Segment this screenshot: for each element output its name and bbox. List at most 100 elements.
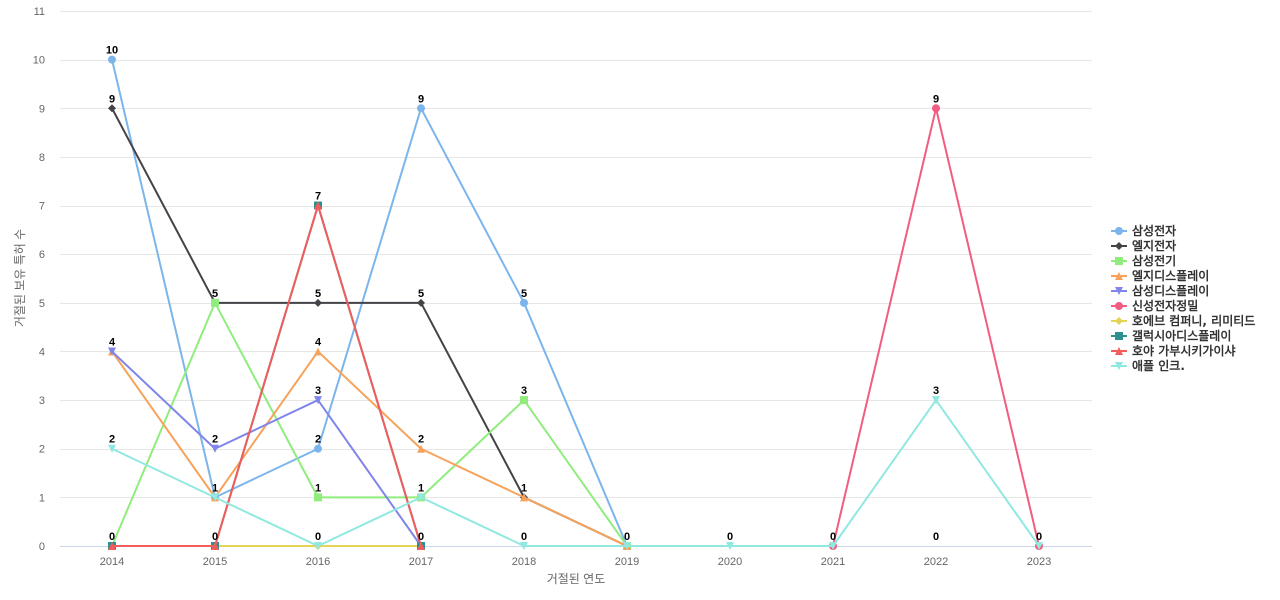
data-point xyxy=(417,542,425,550)
legend-item[interactable]: 엘지디스플레이 xyxy=(1111,268,1209,283)
data-point xyxy=(108,347,116,356)
legend-marker xyxy=(1115,287,1123,295)
data-point xyxy=(314,444,322,453)
series-9 xyxy=(108,396,1043,550)
legend-item[interactable]: 호에브 컴퍼니, 리미티드 xyxy=(1111,313,1255,328)
data-label: 2 xyxy=(315,434,321,446)
data-point xyxy=(314,542,322,550)
y-tick-label: 10 xyxy=(33,55,45,67)
legend-item[interactable]: 애플 인크. xyxy=(1111,358,1185,373)
data-point xyxy=(417,298,425,307)
legend-item[interactable]: 갤럭시아디스플레이 xyxy=(1111,328,1231,343)
legend-marker xyxy=(1115,302,1123,310)
data-point xyxy=(417,493,425,502)
data-point xyxy=(314,201,322,210)
legend-label: 갤럭시아디스플레이 xyxy=(1132,328,1231,343)
data-point xyxy=(108,104,116,113)
data-label: 1 xyxy=(212,482,218,494)
legend-marker xyxy=(1115,272,1123,280)
data-point xyxy=(108,55,116,64)
data-label: 3 xyxy=(521,385,527,397)
data-point xyxy=(726,542,734,550)
x-tick-label: 2015 xyxy=(203,556,227,568)
data-label: 1 xyxy=(418,482,424,494)
legend-item[interactable]: 삼성전기 xyxy=(1111,253,1176,268)
legend-item[interactable]: 삼성전자 xyxy=(1111,223,1176,238)
data-label: 9 xyxy=(418,93,424,105)
legend-label: 애플 인크. xyxy=(1132,358,1185,373)
data-label: 2 xyxy=(418,434,424,446)
legend-item[interactable]: 신성전자정밀 xyxy=(1111,298,1198,313)
series-line xyxy=(111,350,628,547)
legend-label: 삼성전자 xyxy=(1132,223,1176,238)
data-point xyxy=(623,542,631,550)
data-label: 1 xyxy=(521,482,527,494)
data-point xyxy=(314,298,322,307)
data-label: 4 xyxy=(109,336,116,348)
legend-label: 신성전자정밀 xyxy=(1132,298,1198,313)
legend-label: 호야 가부시키가이샤 xyxy=(1132,343,1236,358)
series-line xyxy=(111,399,1040,547)
series-2 xyxy=(108,298,631,550)
x-tick-label: 2019 xyxy=(615,556,639,568)
legend-item[interactable]: 삼성디스플레이 xyxy=(1111,283,1209,298)
data-label: 0 xyxy=(624,531,630,543)
series-group xyxy=(108,55,1043,550)
data-point xyxy=(417,444,425,453)
grid-lines xyxy=(60,11,1092,498)
legend-marker xyxy=(1115,257,1123,265)
data-label: 0 xyxy=(933,531,939,543)
data-point xyxy=(1035,542,1043,550)
y-tick-label: 4 xyxy=(39,346,45,358)
data-label: 7 xyxy=(315,191,321,203)
data-label: 0 xyxy=(521,531,527,543)
data-point xyxy=(520,298,528,307)
data-label: 5 xyxy=(418,288,424,300)
data-label: 0 xyxy=(109,531,115,543)
series-line xyxy=(111,107,628,547)
data-point xyxy=(932,104,940,113)
y-tick-label: 7 xyxy=(39,201,45,213)
x-tick-label: 2021 xyxy=(821,556,845,568)
legend-item[interactable]: 호야 가부시키가이샤 xyxy=(1111,343,1236,358)
data-label: 5 xyxy=(315,288,321,300)
data-label: 0 xyxy=(212,531,218,543)
x-tick-label: 2017 xyxy=(409,556,433,568)
x-tick-label: 2023 xyxy=(1027,556,1051,568)
data-point xyxy=(932,396,940,405)
data-label: 0 xyxy=(1036,531,1042,543)
data-label: 1 xyxy=(315,482,321,494)
series-line xyxy=(111,301,628,547)
x-tick-label: 2018 xyxy=(512,556,536,568)
x-tick-label: 2020 xyxy=(718,556,742,568)
data-label: 10 xyxy=(106,45,118,57)
legend-item[interactable]: 엘지전자 xyxy=(1111,238,1176,253)
data-point xyxy=(520,493,528,502)
y-tick-label: 11 xyxy=(34,6,45,18)
legend-label: 삼성전기 xyxy=(1132,253,1176,268)
data-label: 4 xyxy=(315,336,322,348)
data-label: 3 xyxy=(933,385,939,397)
y-axis-title: 거절된 보유 특허 수 xyxy=(13,229,27,327)
x-tick-label: 2016 xyxy=(306,556,330,568)
series-8 xyxy=(108,201,425,550)
y-tick-label: 6 xyxy=(39,249,45,261)
data-label: 3 xyxy=(315,385,321,397)
y-tick-label: 2 xyxy=(39,444,45,456)
x-tick-label: 2014 xyxy=(100,556,124,568)
y-tick-label: 1 xyxy=(39,492,45,504)
legend-marker xyxy=(1115,362,1123,370)
data-label: 0 xyxy=(315,531,321,543)
y-tick-label: 5 xyxy=(39,298,45,310)
series-line xyxy=(111,58,628,547)
data-label: 2 xyxy=(212,434,218,446)
x-tick-label: 2022 xyxy=(924,556,948,568)
y-tick-label: 8 xyxy=(39,152,45,164)
data-point xyxy=(211,444,219,453)
series-5 xyxy=(829,104,1043,550)
legend-label: 삼성디스플레이 xyxy=(1132,283,1209,298)
legend-marker xyxy=(1115,317,1123,325)
series-line xyxy=(111,350,422,547)
